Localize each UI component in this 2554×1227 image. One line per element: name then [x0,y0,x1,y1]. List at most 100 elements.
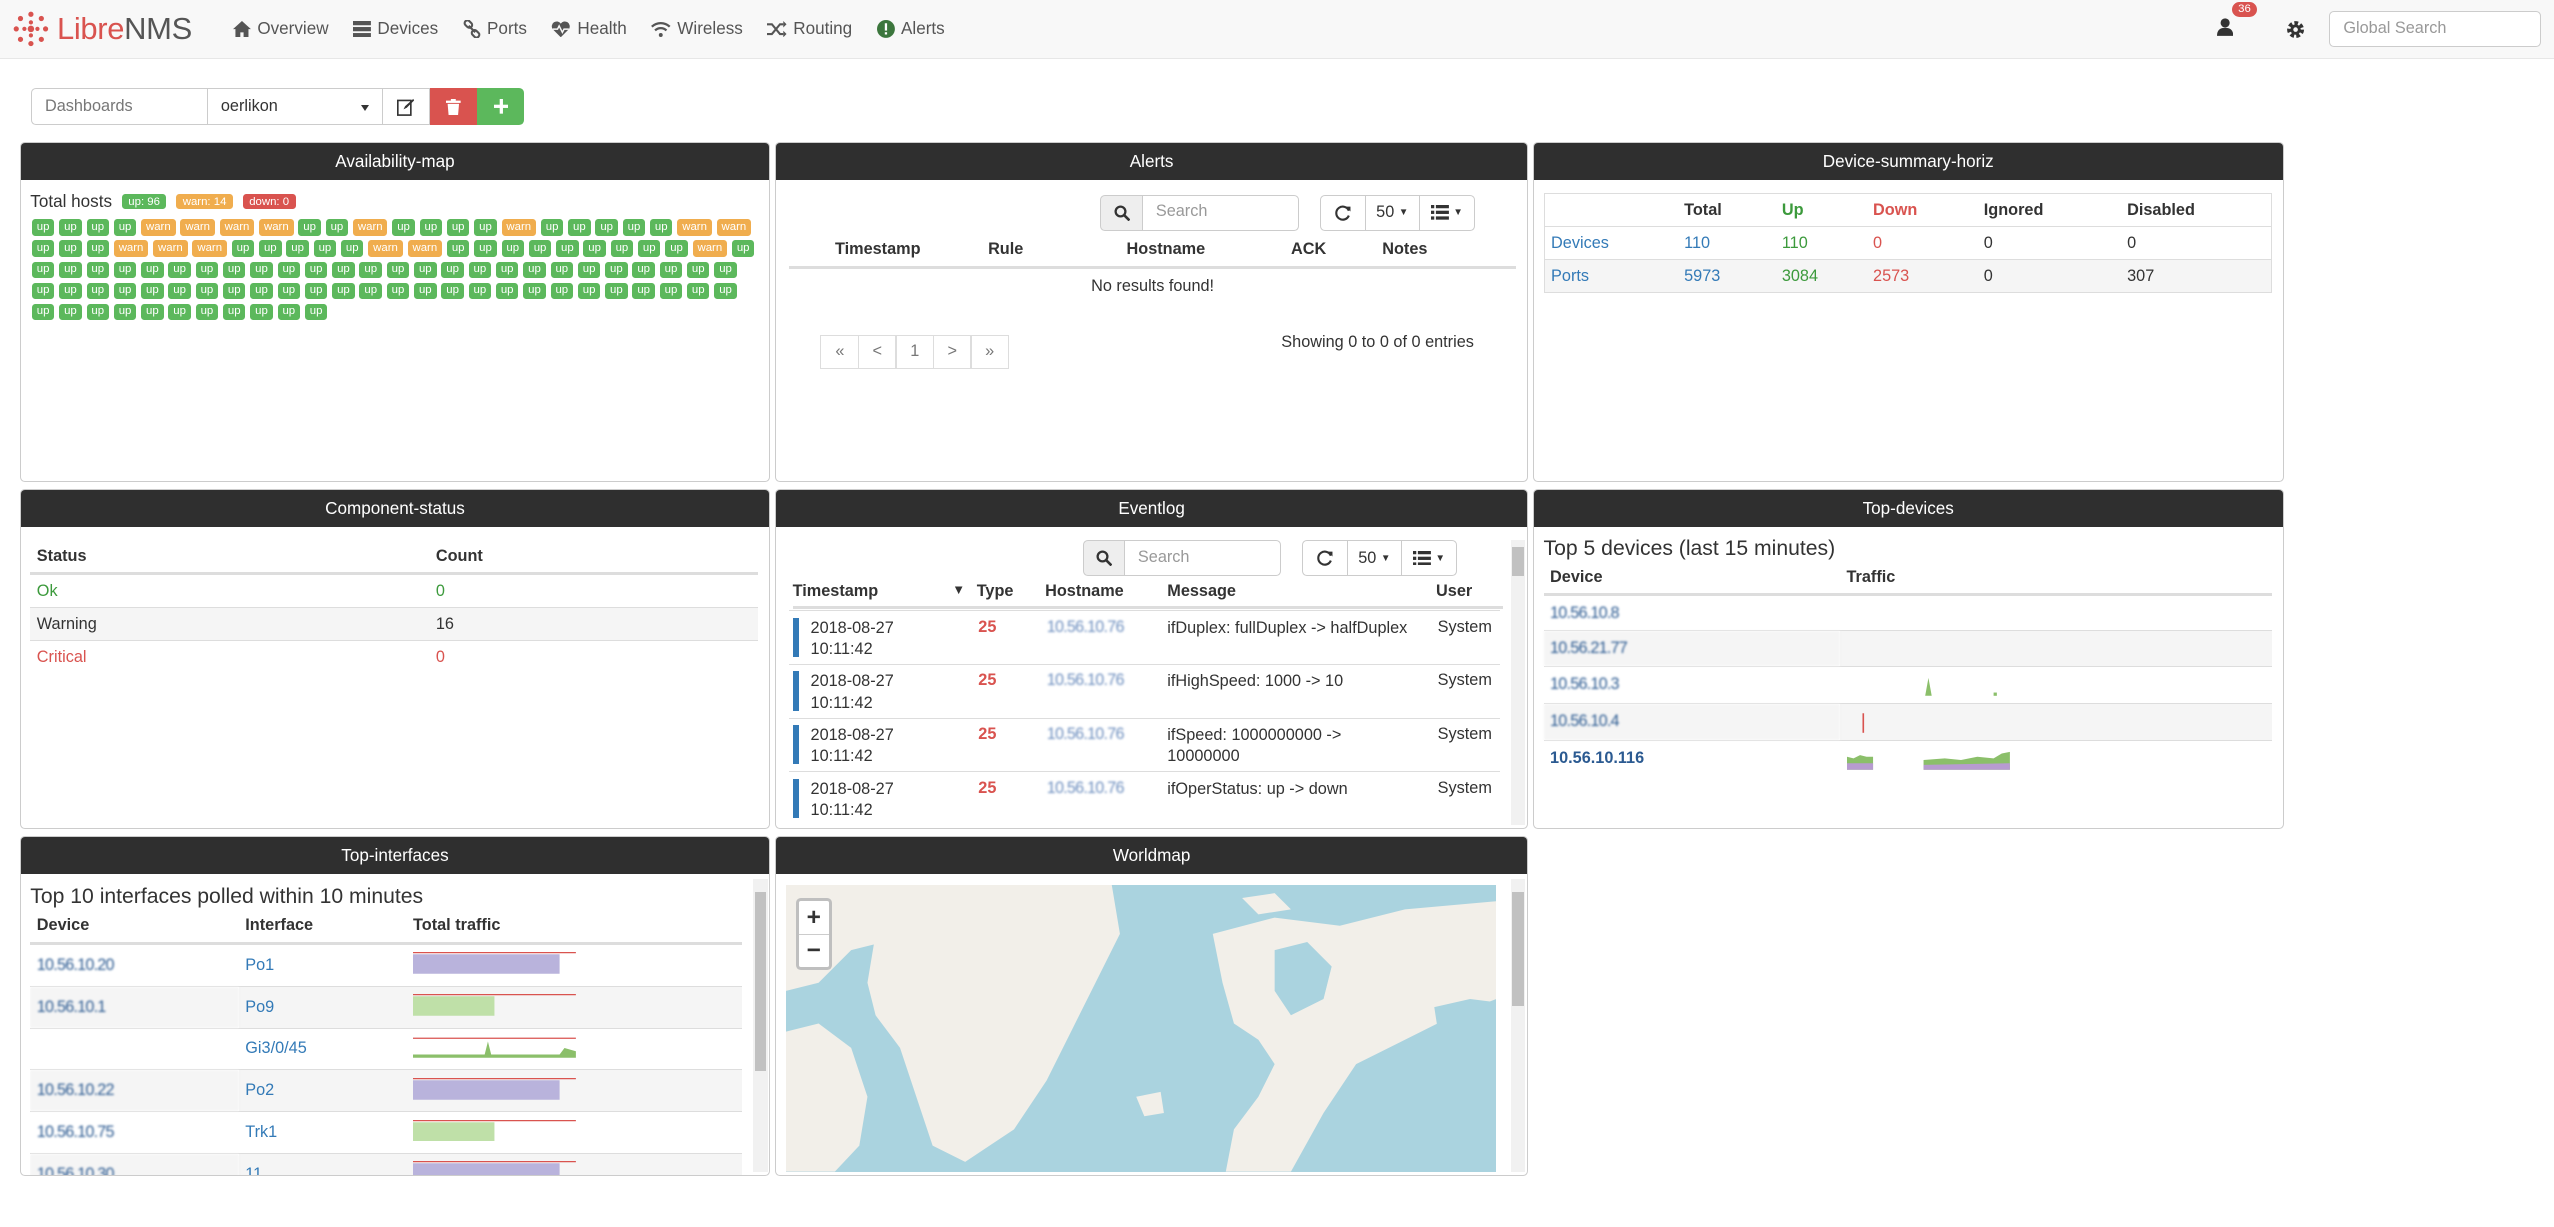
nav-devices[interactable]: Devices [353,19,438,39]
add-dashboard-button[interactable] [477,87,525,126]
eventlog-scrollbar[interactable] [1510,540,1526,825]
host-tile-warn[interactable]: warn [353,219,388,236]
host-tile-up[interactable]: up [59,282,82,299]
host-tile-up[interactable]: up [359,261,382,278]
host-tile-up[interactable]: up [113,219,137,236]
host-tile-up[interactable]: up [540,219,564,236]
host-tile-up[interactable]: up [277,261,301,278]
host-tile-up[interactable]: up [468,261,492,278]
host-tile-up[interactable]: up [141,303,164,321]
host-tile-warn[interactable]: warn [192,240,227,257]
host-tile-up[interactable]: up [259,240,282,257]
host-tile-up[interactable]: up [86,261,109,278]
host-tile-up[interactable]: up [659,282,683,299]
scrollbar-thumb[interactable] [1512,546,1524,576]
col-type[interactable]: Type [976,582,1014,601]
pager-last[interactable]: » [970,334,1010,370]
dashboard-select[interactable]: oerlikon [206,87,383,126]
event-hostname[interactable]: 10.56.10.76 [1046,671,1125,690]
pager-page-1[interactable]: 1 [895,334,935,370]
zoom-in-button[interactable]: + [806,903,821,931]
col-rule[interactable]: Rule [988,240,1024,259]
world-map[interactable]: + − [786,885,1497,1173]
nav-ports[interactable]: Ports [463,19,527,39]
host-tile-up[interactable]: up [113,282,137,299]
host-tile-up[interactable]: up [714,282,737,299]
host-tile-up[interactable]: up [556,240,579,257]
host-tile-up[interactable]: up [223,303,246,321]
col-notes[interactable]: Notes [1382,240,1428,259]
nav-alerts[interactable]: Alerts [876,19,945,39]
host-tile-up[interactable]: up [250,282,273,299]
device-link[interactable]: 10.56.10.116 [1550,748,1645,767]
event-hostname[interactable]: 10.56.10.76 [1046,778,1125,797]
host-tile-up[interactable]: up [714,261,737,278]
page-size-select[interactable]: 50 ▼ [1348,540,1402,576]
device-link[interactable]: 10.56.10.3 [1550,675,1620,694]
col-ack[interactable]: ACK [1291,240,1327,259]
interface-link[interactable]: Po2 [238,1069,407,1112]
columns-select[interactable]: ▼ [1419,194,1476,231]
device-link[interactable]: 10.56.10.22 [30,1069,239,1112]
host-tile-up[interactable]: up [59,261,82,278]
scrollbar-thumb[interactable] [754,891,767,1072]
eventlog-search-input[interactable]: Search [1124,540,1282,576]
host-tile-up[interactable]: up [632,282,655,299]
host-tile-up[interactable]: up [577,261,601,278]
host-tile-up[interactable]: up [113,303,137,321]
device-link[interactable]: 10.56.10.1 [30,986,239,1028]
col-hostname[interactable]: Hostname [1045,582,1124,601]
host-tile-up[interactable]: up [550,261,573,278]
host-tile-warn[interactable]: warn [407,240,443,257]
host-tile-up[interactable]: up [528,240,552,257]
nav-health[interactable]: Health [551,19,627,39]
devices-up[interactable]: 110 [1781,233,1808,252]
host-tile-up[interactable]: up [168,303,191,321]
widget-title[interactable]: Eventlog [776,489,1527,528]
host-tile-up[interactable]: up [59,219,82,236]
widget-title[interactable]: Top-interfaces [20,836,770,875]
host-tile-up[interactable]: up [414,282,437,299]
host-tile-up[interactable]: up [168,282,191,299]
devices-disabled[interactable]: 0 [2127,233,2137,252]
pager-next[interactable]: > [932,334,972,370]
device-link[interactable] [30,1028,238,1070]
host-tile-up[interactable]: up [223,261,246,278]
device-link[interactable]: 10.56.10.20 [36,955,115,974]
top-interfaces-scrollbar[interactable] [753,878,768,1172]
zoom-out-button[interactable]: − [798,934,829,967]
host-tile-up[interactable]: up [441,282,464,299]
host-tile-warn[interactable]: warn [219,219,255,236]
host-tile-warn[interactable]: warn [716,219,752,236]
delete-dashboard-button[interactable] [429,87,478,126]
ports-link[interactable]: Ports [1544,259,1678,293]
sort-desc-icon[interactable]: ▼ [952,582,966,598]
host-tile-up[interactable]: up [250,303,273,321]
host-tile-up[interactable]: up [304,282,328,299]
host-tile-up[interactable]: up [474,240,497,257]
global-search-input[interactable]: Global Search [2329,11,2542,48]
brand-logo[interactable]: LibreNMS [13,11,192,47]
col-user[interactable]: User [1436,582,1473,601]
host-tile-up[interactable]: up [392,219,415,236]
host-tile-up[interactable]: up [665,240,688,257]
host-tile-up[interactable]: up [313,240,337,257]
interface-link[interactable]: Trk1 [245,1122,278,1141]
host-tile-up[interactable]: up [468,282,492,299]
pager-first[interactable]: « [820,334,860,370]
device-link[interactable]: 10.56.21.77 [1543,630,1840,667]
host-tile-up[interactable]: up [59,303,82,321]
host-tile-up[interactable]: up [386,261,410,278]
alerts-search-input[interactable]: Search [1142,194,1300,231]
ports-total[interactable]: 5973 [1677,259,1776,293]
host-tile-warn[interactable]: warn [677,219,712,236]
host-tile-up[interactable]: up [141,261,164,278]
devices-down[interactable]: 0 [1873,233,1883,252]
host-tile-up[interactable]: up [325,219,349,236]
host-tile-up[interactable]: up [495,261,519,278]
host-tile-up[interactable]: up [59,240,82,257]
host-tile-up[interactable]: up [231,240,255,257]
devices-link[interactable]: Devices [1551,233,1609,252]
refresh-button[interactable] [1302,540,1349,576]
pager-prev[interactable]: < [857,334,897,370]
